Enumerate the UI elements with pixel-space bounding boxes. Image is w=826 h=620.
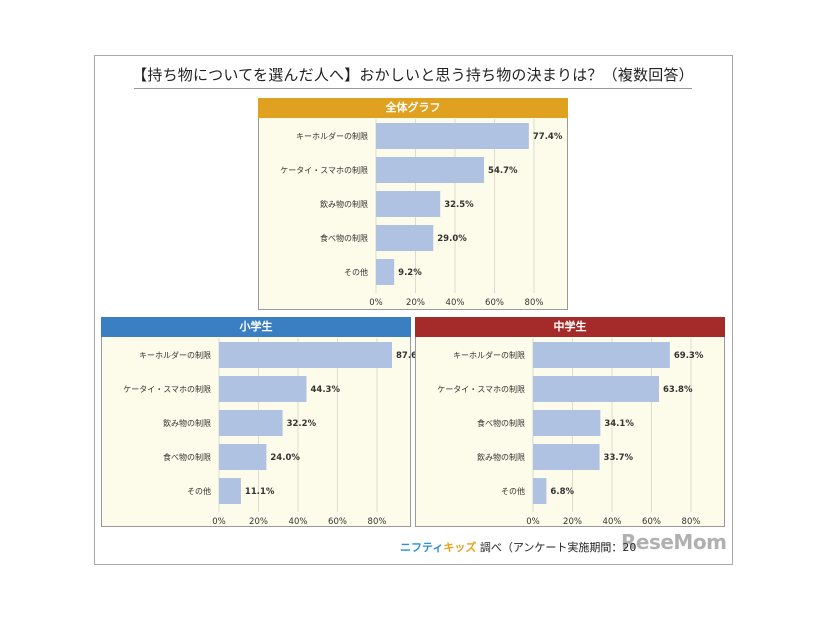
overall-category-label: 食べ物の制限: [320, 233, 368, 243]
junior-high-chart-header: 中学生: [415, 317, 725, 337]
overall-category-label: キーホルダーの制限: [296, 131, 368, 141]
elementary-bar: [219, 478, 241, 504]
junior-high-tick-label: 40%: [603, 517, 622, 527]
junior-high-tick-label: 60%: [642, 517, 661, 527]
junior-high-bar: [533, 376, 660, 402]
junior-high-bar: [533, 342, 670, 368]
overall-category-label: ケータイ・スマホの制限: [280, 165, 368, 175]
overall-bar: [376, 225, 434, 251]
junior-high-category-label: 飲み物の制限: [477, 452, 525, 462]
junior-high-bar: [533, 410, 601, 436]
elementary-value-label: 87.6%: [396, 351, 426, 361]
elementary-bar: [219, 444, 267, 470]
overall-tick-label: 40%: [446, 298, 465, 308]
overall-value-label: 29.0%: [437, 234, 467, 244]
source-text: 調べ（アンケート実施期間：20: [476, 541, 637, 554]
junior-high-value-label: 33.7%: [604, 453, 634, 463]
source-logo-part-1: ニフティ: [400, 541, 444, 554]
elementary-bar: [219, 410, 283, 436]
junior-high-category-label: 食べ物の制限: [477, 418, 525, 428]
overall-bar: [376, 157, 485, 183]
junior-high-category-label: その他: [501, 486, 525, 496]
elementary-tick-label: 20%: [249, 517, 268, 527]
overall-bar: [376, 259, 395, 285]
overall-tick-label: 80%: [525, 298, 544, 308]
junior-high-chart: 0% 20% 40% 60% 80% キーホルダーの制限 69.3% ケータイ・スマホの制限 6…: [437, 338, 704, 527]
overall-bar: [376, 191, 441, 217]
elementary-value-label: 32.2%: [287, 419, 317, 429]
resemom-watermark: ReseMom: [621, 530, 727, 554]
overall-value-label: 77.4%: [533, 132, 563, 142]
source-logo-part-2: キッズ: [443, 541, 477, 554]
elementary-chart-panel: 小学生 0% 20% 40% 60% 80% キーホルダーの制限 87.6% ケータイ・スマホ…: [101, 317, 426, 527]
overall-value-label: 9.2%: [398, 268, 422, 278]
elementary-category-label: その他: [187, 486, 211, 496]
elementary-category-label: ケータイ・スマホの制限: [123, 384, 211, 394]
junior-high-tick-label: 80%: [682, 517, 701, 527]
overall-category-label: その他: [344, 267, 368, 277]
junior-high-value-label: 69.3%: [674, 351, 704, 361]
page-title: 【持ち物についてを選んだ人へ】おかしいと思う持ち物の決まりは？（複数回答）: [132, 66, 694, 84]
elementary-category-label: 食べ物の制限: [163, 452, 211, 462]
elementary-value-label: 11.1%: [245, 487, 275, 497]
overall-tick-label: 60%: [485, 298, 504, 308]
junior-high-tick-label: 20%: [563, 517, 582, 527]
junior-high-category-label: キーホルダーの制限: [453, 350, 525, 360]
overall-chart-panel: 全体グラフ 0% 20% 40% 60% 80% キーホルダーの制限 77.4% ケータイ・ス…: [258, 98, 568, 310]
overall-tick-label: 0%: [369, 298, 383, 308]
junior-high-tick-label: 0%: [526, 517, 540, 527]
elementary-value-label: 24.0%: [270, 453, 300, 463]
overall-chart-header: 全体グラフ: [258, 98, 568, 118]
source-note: ニフティキッズ 調べ（アンケート実施期間：20: [400, 539, 636, 555]
title-underline: [134, 88, 692, 89]
junior-high-value-label: 34.1%: [604, 419, 634, 429]
elementary-bar: [219, 342, 393, 368]
overall-bar: [376, 123, 529, 149]
elementary-chart-header: 小学生: [101, 317, 411, 337]
overall-tick-label: 20%: [406, 298, 425, 308]
elementary-tick-label: 60%: [328, 517, 347, 527]
elementary-tick-label: 80%: [368, 517, 387, 527]
junior-high-value-label: 63.8%: [663, 385, 693, 395]
overall-category-label: 飲み物の制限: [320, 199, 368, 209]
elementary-value-label: 44.3%: [310, 385, 340, 395]
junior-high-bar: [533, 478, 547, 504]
elementary-tick-label: 40%: [289, 517, 308, 527]
junior-high-bar: [533, 444, 600, 470]
junior-high-value-label: 6.8%: [550, 487, 574, 497]
overall-chart: 0% 20% 40% 60% 80% キーホルダーの制限 77.4% ケータイ・スマホの制限 5…: [280, 119, 563, 308]
elementary-chart: 0% 20% 40% 60% 80% キーホルダーの制限 87.6% ケータイ・スマホの制限 4…: [123, 338, 426, 527]
elementary-bar: [219, 376, 307, 402]
overall-value-label: 54.7%: [488, 166, 518, 176]
junior-high-chart-panel: 中学生 0% 20% 40% 60% 80% キーホルダーの制限 69.3% ケータイ・スマホ…: [415, 317, 725, 527]
elementary-tick-label: 0%: [212, 517, 226, 527]
elementary-category-label: 飲み物の制限: [163, 418, 211, 428]
overall-value-label: 32.5%: [444, 200, 474, 210]
elementary-category-label: キーホルダーの制限: [139, 350, 211, 360]
junior-high-category-label: ケータイ・スマホの制限: [437, 384, 525, 394]
